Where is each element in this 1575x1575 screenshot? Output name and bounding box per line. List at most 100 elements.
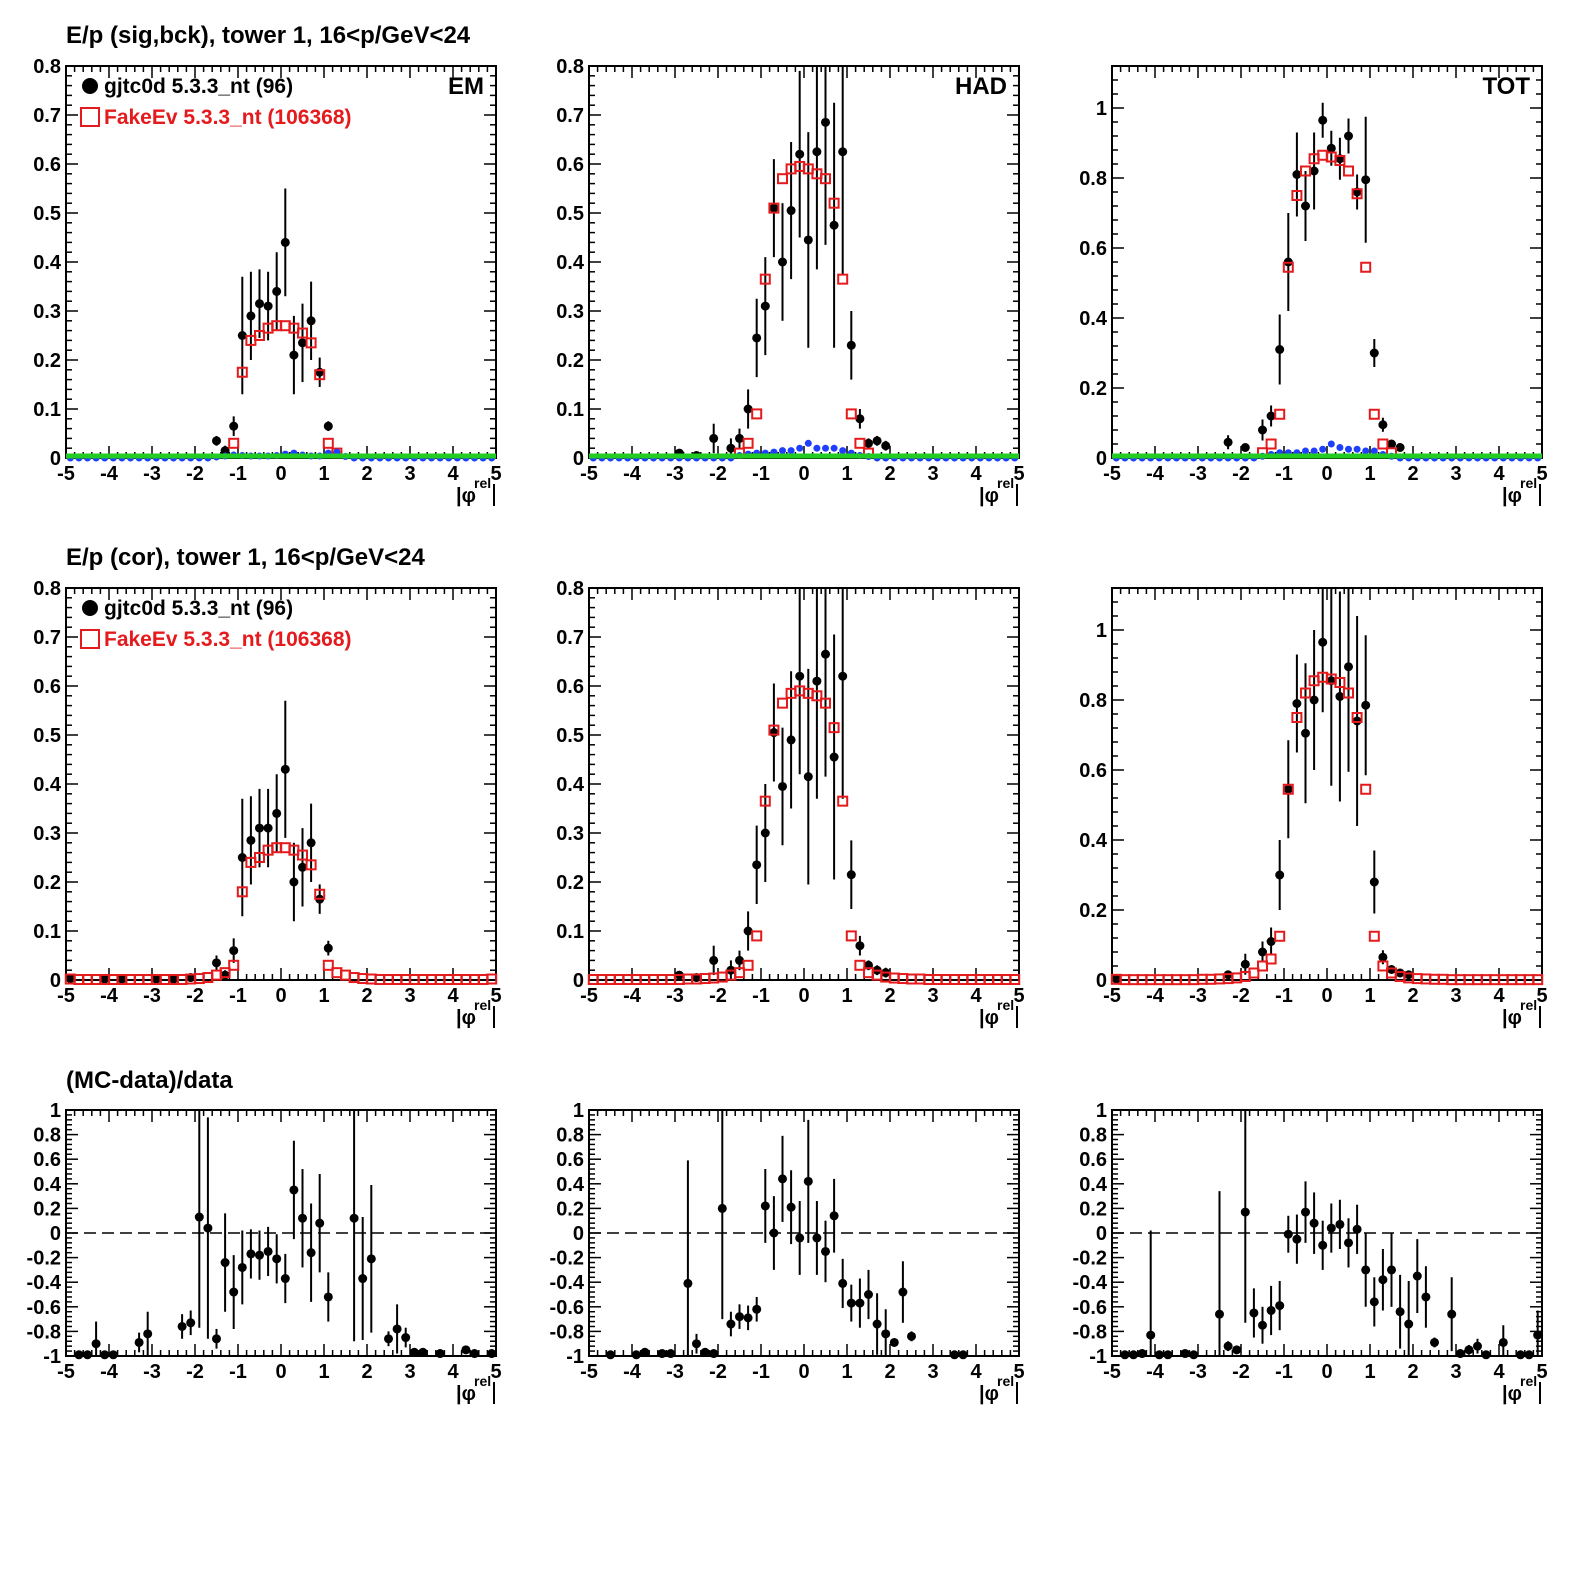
data-point (1378, 952, 1388, 962)
data-point (1387, 439, 1396, 449)
x-tick-label: 2 (1407, 1361, 1418, 1383)
mc-point (845, 408, 857, 420)
x-tick-label: -1 (229, 463, 247, 485)
data-point (246, 1249, 256, 1259)
y-tick-label: 0 (50, 448, 61, 470)
mc-point (1300, 165, 1311, 177)
data-point (804, 439, 812, 447)
x-tick-label: 0 (798, 463, 809, 485)
data-point (289, 877, 299, 887)
data-point (100, 974, 110, 984)
data-point (461, 1345, 471, 1355)
y-tick-label: 0.7 (33, 105, 61, 127)
y-tick-label: 0.2 (33, 350, 61, 372)
data-point (1412, 1271, 1422, 1281)
x-tick-label: 2 (361, 985, 372, 1007)
y-tick-label: 0.4 (556, 252, 585, 274)
x-tick-label: 1 (318, 463, 329, 485)
legend-label: FakeEv 5.3.3_nt (106368) (104, 106, 352, 129)
y-tick-label: -1 (43, 1346, 61, 1368)
data-point (950, 1350, 959, 1360)
mc-point (1360, 261, 1372, 273)
x-tick-label: 2 (884, 1361, 895, 1383)
data-point (760, 828, 770, 838)
data-point (778, 781, 787, 791)
mc-point (811, 690, 823, 702)
data-point (1335, 692, 1345, 701)
mc-point (837, 273, 849, 285)
data-point (803, 235, 813, 245)
data-point (255, 1250, 264, 1260)
y-tick-label: 0.5 (556, 725, 584, 747)
y-tick-label: -1 (566, 1346, 584, 1368)
mc-point (742, 437, 754, 449)
x-tick-label: 3 (927, 463, 938, 485)
mc-point (1368, 930, 1380, 942)
panel-em-cor: -5 -4 -3 -2 -1 0 1 2 3 4 5 0 0.1 0.2 0.3 0.4 0.5 0.6 0.7 0.… (33, 578, 501, 1029)
data-point (194, 1212, 204, 1222)
y-tick-label: 0.4 (1079, 1174, 1108, 1196)
data-point (220, 1258, 230, 1268)
data-point (1369, 1297, 1379, 1307)
mc-point (1351, 712, 1363, 723)
x-tick-label: -3 (666, 1361, 684, 1383)
y-tick-label: 0.2 (1079, 1198, 1107, 1220)
data-point (683, 1278, 693, 1288)
data-point (1361, 700, 1371, 710)
x-tick-label: -5 (580, 463, 598, 485)
y-tick-label: -0.6 (27, 1297, 61, 1319)
x-tick-label: -2 (709, 985, 727, 1007)
x-axis-label: |φ (1502, 485, 1522, 507)
mc-point (777, 697, 788, 709)
x-tick-label: -2 (709, 463, 727, 485)
x-tick-label: 0 (1321, 463, 1332, 485)
data-point (778, 257, 787, 267)
mc-point (1351, 188, 1363, 200)
mc-point (845, 930, 857, 942)
mc-point (322, 437, 334, 449)
data-point (280, 764, 290, 774)
mc-point (1265, 953, 1277, 965)
y-tick-label: 0.7 (556, 627, 584, 649)
x-axis-label-sup: rel (474, 997, 491, 1013)
x-tick-label: -3 (1189, 1361, 1207, 1383)
legend-label: gjtc0d 5.3.3_nt (96) (104, 597, 293, 620)
data-point (803, 772, 813, 782)
data-point (1249, 1308, 1259, 1318)
data-point (1533, 1330, 1543, 1340)
data-point (1464, 1345, 1474, 1355)
data-point (315, 367, 325, 377)
x-axis-label: |φ (456, 485, 476, 507)
y-tick-label: 0.4 (33, 252, 62, 274)
data-point (855, 414, 865, 424)
data-point (786, 1202, 796, 1212)
data-point (1266, 1305, 1276, 1315)
data-point (358, 1274, 368, 1284)
data-point (169, 974, 178, 984)
data-point (229, 946, 239, 956)
y-tick-label: 0.6 (1079, 760, 1107, 782)
data-point (838, 671, 848, 681)
mc-point (854, 437, 866, 449)
data-point (1473, 1341, 1482, 1351)
data-point (743, 1313, 753, 1323)
data-point (846, 870, 856, 880)
y-tick-label: 0.5 (33, 203, 61, 225)
data-point (1369, 877, 1379, 887)
x-tick-label: -4 (100, 985, 119, 1007)
data-point (1189, 1350, 1199, 1360)
x-tick-label: -5 (57, 1361, 75, 1383)
x-tick-label: 1 (318, 985, 329, 1007)
x-tick-label: -3 (143, 463, 161, 485)
data-point (237, 331, 247, 340)
data-point (255, 299, 264, 309)
y-tick-label: -0.4 (27, 1272, 62, 1294)
data-point (366, 1254, 376, 1264)
data-point (1327, 440, 1335, 448)
x-tick-label: 3 (1450, 985, 1461, 1007)
data-point (821, 1246, 830, 1256)
data-point (134, 1337, 144, 1347)
panel-tag: EM (448, 73, 484, 100)
x-tick-label: 5 (490, 985, 501, 1007)
